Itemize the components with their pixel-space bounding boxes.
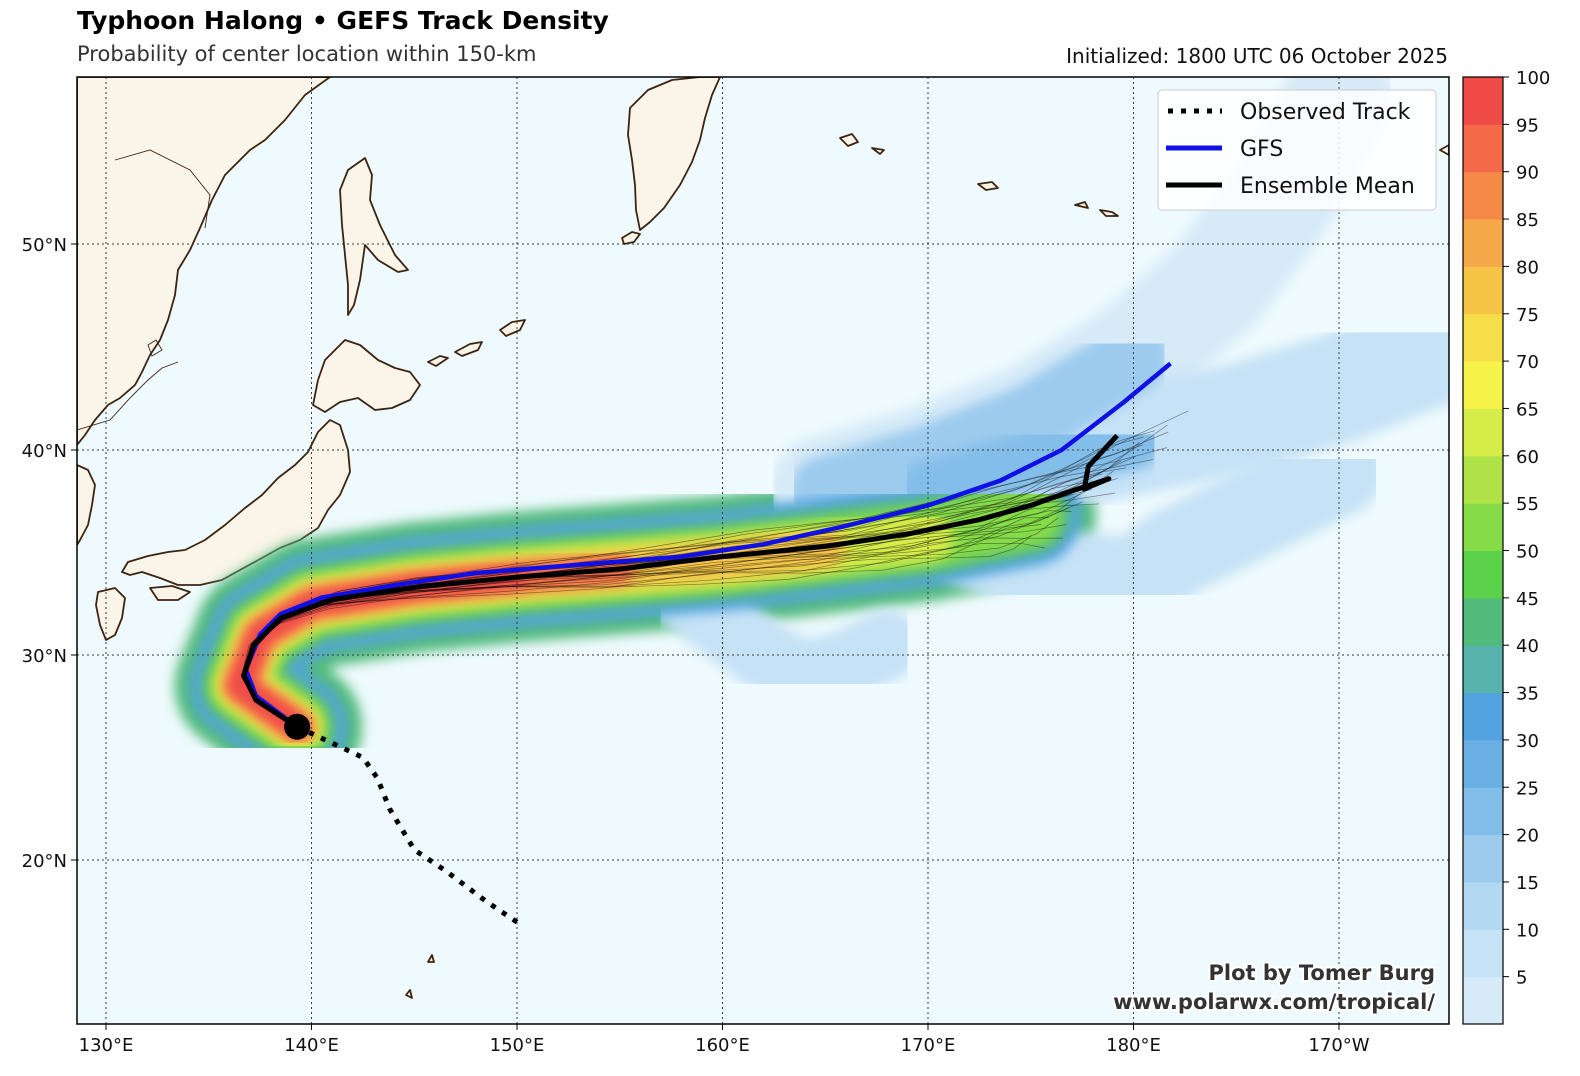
colorbar-tick-label: 55 <box>1516 494 1539 515</box>
colorbar-tick-label: 90 <box>1516 163 1539 184</box>
legend-observed-label: Observed Track <box>1240 100 1411 125</box>
kuril-2 <box>454 341 483 357</box>
colorbar-bin <box>1463 124 1503 173</box>
kyushu <box>95 587 126 641</box>
colorbar-bin <box>1463 645 1503 694</box>
colorbar-bin <box>1463 692 1503 741</box>
lat-label: 20°N <box>22 851 67 872</box>
izu-2 <box>405 989 413 999</box>
ensemble-member-track <box>241 517 1049 728</box>
colorbar-bin <box>1463 881 1503 930</box>
colorbar-bin <box>1463 77 1503 125</box>
hokkaido <box>312 339 421 413</box>
colorbar-tick-label: 25 <box>1516 778 1539 799</box>
density-band <box>924 425 1384 629</box>
longitude-labels: 130°E 140°E 150°E 160°E 170°E 180°E 170°W <box>79 1024 1370 1056</box>
density-band <box>646 558 922 711</box>
colorbar-tick-label: 20 <box>1516 826 1539 847</box>
sakhalin <box>339 157 409 316</box>
colorbar-tick-label: 95 <box>1516 115 1539 136</box>
colorbar-bin <box>1463 550 1503 599</box>
kuril-1 <box>499 319 526 337</box>
colorbar-bin <box>1463 219 1503 267</box>
observed-track-line <box>296 724 519 925</box>
colorbar-tick-label: 15 <box>1516 873 1539 894</box>
lon-label: 170°W <box>1308 1035 1369 1056</box>
colorbar <box>1463 77 1503 1025</box>
colorbar-bin <box>1463 313 1503 362</box>
ensemble-mean-track-line <box>241 433 1119 729</box>
credit-url: www.polarwx.com/tropical/ <box>1113 990 1435 1014</box>
aleutian-2 <box>1074 201 1089 209</box>
legend: Observed Track GFS Ensemble Mean <box>1157 89 1437 211</box>
colorbar-bin <box>1463 834 1503 883</box>
colorbar-tick-label: 10 <box>1516 920 1539 941</box>
border-china-russia <box>114 149 211 229</box>
commander-1 <box>839 133 859 147</box>
lon-label: 130°E <box>79 1035 134 1056</box>
latitude-labels: 20°N 30°N 40°N 50°N <box>22 235 77 872</box>
page-title: Typhoon Halong • GEFS Track Density <box>77 6 609 35</box>
lon-label: 180°E <box>1106 1035 1161 1056</box>
lon-label: 160°E <box>695 1035 750 1056</box>
colorbar-tick-label: 40 <box>1516 636 1539 657</box>
colorbar-ticks: 5 10 15 20 25 30 35 40 45 50 55 60 65 70 75 80 85 90 95 100 <box>1503 68 1550 989</box>
aleutian-1 <box>977 181 999 191</box>
lon-label: 170°E <box>901 1035 956 1056</box>
ensemble-member-track <box>241 535 1032 728</box>
colorbar-bin <box>1463 597 1503 646</box>
page-subtitle: Probability of center location within 15… <box>77 42 537 66</box>
legend-box <box>1157 89 1437 211</box>
map-frame <box>76 76 1450 1025</box>
colorbar-bin <box>1463 455 1503 504</box>
colorbar-tick-label: 85 <box>1516 210 1539 231</box>
colorbar-bin <box>1463 929 1503 978</box>
lon-label: 150°E <box>490 1035 545 1056</box>
graticule <box>77 77 1449 1024</box>
density-band <box>790 322 1169 526</box>
colorbar-bin <box>1463 503 1503 551</box>
colorbar-tick-label: 100 <box>1516 68 1550 89</box>
kuril-4 <box>621 231 641 245</box>
colorbar-tick-label: 50 <box>1516 542 1539 563</box>
country-borders <box>77 149 211 431</box>
legend-mean-label: Ensemble Mean <box>1240 174 1415 199</box>
border-lake-khanka <box>147 339 163 357</box>
colorbar-bin <box>1463 361 1503 409</box>
colorbar-tick-label: 35 <box>1516 684 1539 705</box>
credit-author: Plot by Tomer Burg <box>1209 961 1436 985</box>
colorbar-bin <box>1463 739 1503 788</box>
colorbar-tick-label: 30 <box>1516 731 1539 752</box>
izu-1 <box>427 954 435 963</box>
shikoku <box>149 585 191 601</box>
lon-label: 140°E <box>284 1035 339 1056</box>
init-time: Initialized: 1800 UTC 06 October 2025 <box>1066 44 1448 68</box>
kuril-3 <box>427 355 449 367</box>
colorbar-tick-label: 60 <box>1516 447 1539 468</box>
legend-gfs-label: GFS <box>1240 137 1283 162</box>
colorbar-tick-label: 75 <box>1516 305 1539 326</box>
colorbar-tick-label: 65 <box>1516 399 1539 420</box>
colorbar-bin <box>1463 787 1503 836</box>
colorbar-tick-label: 70 <box>1516 352 1539 373</box>
colorbar-tick-label: 80 <box>1516 257 1539 278</box>
commander-2 <box>871 147 885 155</box>
colorbar-bin <box>1463 266 1503 315</box>
lat-label: 50°N <box>22 235 67 256</box>
lat-label: 40°N <box>22 441 67 462</box>
border-china-korea <box>77 361 179 431</box>
colorbar-bin <box>1463 408 1503 457</box>
aleutian-4 <box>1439 144 1449 156</box>
colorbar-bin <box>1463 171 1503 220</box>
aleutian-3 <box>1099 209 1119 217</box>
colorbar-tick-label: 45 <box>1516 589 1539 610</box>
colorbar-tick-label: 5 <box>1516 968 1527 989</box>
honshu <box>121 419 351 586</box>
colorbar-bin <box>1463 976 1503 1025</box>
initial-position-marker <box>284 713 311 740</box>
lat-label: 30°N <box>22 646 67 667</box>
